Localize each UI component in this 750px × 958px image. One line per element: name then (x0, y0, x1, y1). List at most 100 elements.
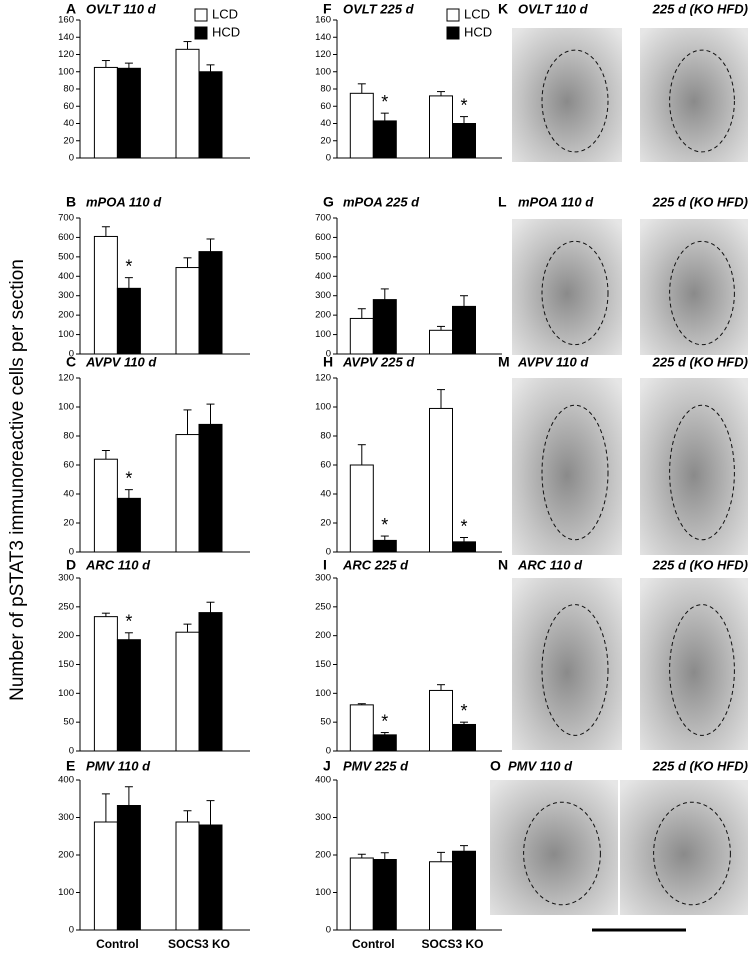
bar (175, 631, 200, 752)
legend-swatch (446, 26, 460, 40)
micrograph (640, 28, 748, 162)
legend-swatch (446, 8, 460, 22)
significance-mark: * (460, 95, 467, 115)
y-tick-label: 100 (58, 66, 74, 77)
bar (372, 299, 397, 355)
bar (452, 850, 476, 931)
bar (175, 821, 200, 931)
bar (452, 305, 476, 355)
micrograph (640, 578, 748, 750)
bar (429, 689, 453, 752)
y-tick-label: 300 (58, 812, 74, 823)
y-tick-label: 40 (63, 118, 74, 129)
panel-label: O (490, 758, 501, 774)
bar (116, 805, 141, 931)
legend-swatch (194, 26, 208, 40)
panel-label: A (66, 1, 76, 17)
y-tick-label: 80 (63, 84, 74, 95)
region-outline (541, 240, 609, 346)
significance-mark: * (460, 516, 467, 536)
y-tick-label: 100 (58, 329, 74, 340)
image-title: mPOA 110 d (518, 194, 594, 209)
panel-title: PMV 225 d (343, 758, 409, 773)
y-tick-label: 100 (315, 887, 331, 898)
y-tick-label: 0 (69, 746, 74, 757)
y-tick-label: 100 (315, 66, 331, 77)
y-tick-label: 150 (58, 659, 74, 670)
y-tick-label: 80 (320, 84, 331, 95)
y-tick-label: 50 (63, 717, 74, 728)
bar (372, 734, 397, 752)
y-tick-label: 600 (58, 232, 74, 243)
y-tick-label: 0 (69, 153, 74, 164)
bar (349, 317, 374, 355)
image-title: 225 d (KO HFD) (652, 557, 748, 572)
image-title: PMV 110 d (508, 758, 573, 773)
y-tick-label: 40 (320, 118, 331, 129)
y-tick-label: 400 (315, 775, 331, 786)
x-tick-label: Control (352, 937, 395, 951)
bar (429, 95, 453, 159)
y-tick-label: 300 (58, 290, 74, 301)
bar (452, 541, 476, 553)
y-tick-label: 100 (315, 329, 331, 340)
y-tick-label: 700 (58, 213, 74, 224)
bar (93, 616, 118, 752)
legend-label: LCD (464, 6, 490, 21)
y-tick-label: 0 (326, 349, 331, 360)
panel-title: PMV 110 d (86, 758, 151, 773)
bar (116, 497, 141, 553)
y-tick-label: 0 (69, 547, 74, 558)
panel-label: N (498, 557, 508, 573)
panel-title: mPOA 225 d (343, 194, 420, 209)
bar (93, 458, 118, 553)
micrograph (640, 219, 748, 355)
panel-title: OVLT 110 d (86, 1, 157, 16)
image-title: 225 d (KO HFD) (652, 354, 748, 369)
bar (198, 251, 223, 355)
y-tick-label: 140 (58, 32, 74, 43)
bar (93, 821, 118, 931)
bar (198, 423, 223, 553)
y-tick-label: 20 (320, 518, 331, 529)
significance-mark: * (381, 92, 388, 112)
x-tick-label: Control (96, 937, 139, 951)
bar (175, 267, 200, 355)
bar (198, 824, 223, 931)
y-tick-label: 400 (315, 271, 331, 282)
y-tick-label: 100 (58, 887, 74, 898)
region-outline (669, 240, 735, 346)
y-tick-label: 0 (326, 746, 331, 757)
significance-mark: * (381, 711, 388, 731)
region-outline (541, 604, 609, 736)
region-outline (653, 801, 731, 906)
micrograph (512, 578, 622, 750)
panel-label: F (323, 1, 332, 17)
bar (93, 66, 118, 159)
y-tick-label: 300 (315, 290, 331, 301)
micrograph (620, 780, 748, 915)
y-tick-label: 100 (58, 688, 74, 699)
y-tick-label: 0 (69, 349, 74, 360)
y-tick-label: 160 (315, 15, 331, 26)
panel-label: I (323, 557, 327, 573)
image-title: AVPV 110 d (517, 354, 589, 369)
significance-mark: * (381, 515, 388, 535)
y-tick-label: 0 (326, 153, 331, 164)
y-tick-label: 120 (58, 49, 74, 60)
bar (429, 861, 453, 931)
panel-title: mPOA 110 d (86, 194, 162, 209)
bar (349, 464, 374, 553)
y-tick-label: 140 (315, 32, 331, 43)
panel-label: M (498, 354, 510, 370)
bar (198, 71, 223, 159)
bar (93, 235, 118, 355)
y-tick-label: 500 (58, 251, 74, 262)
micrograph (512, 219, 622, 355)
y-tick-label: 40 (320, 489, 331, 500)
bar (116, 67, 141, 159)
bar (372, 539, 397, 553)
legend-label: LCD (212, 6, 238, 21)
legend-label: HCD (464, 24, 492, 39)
